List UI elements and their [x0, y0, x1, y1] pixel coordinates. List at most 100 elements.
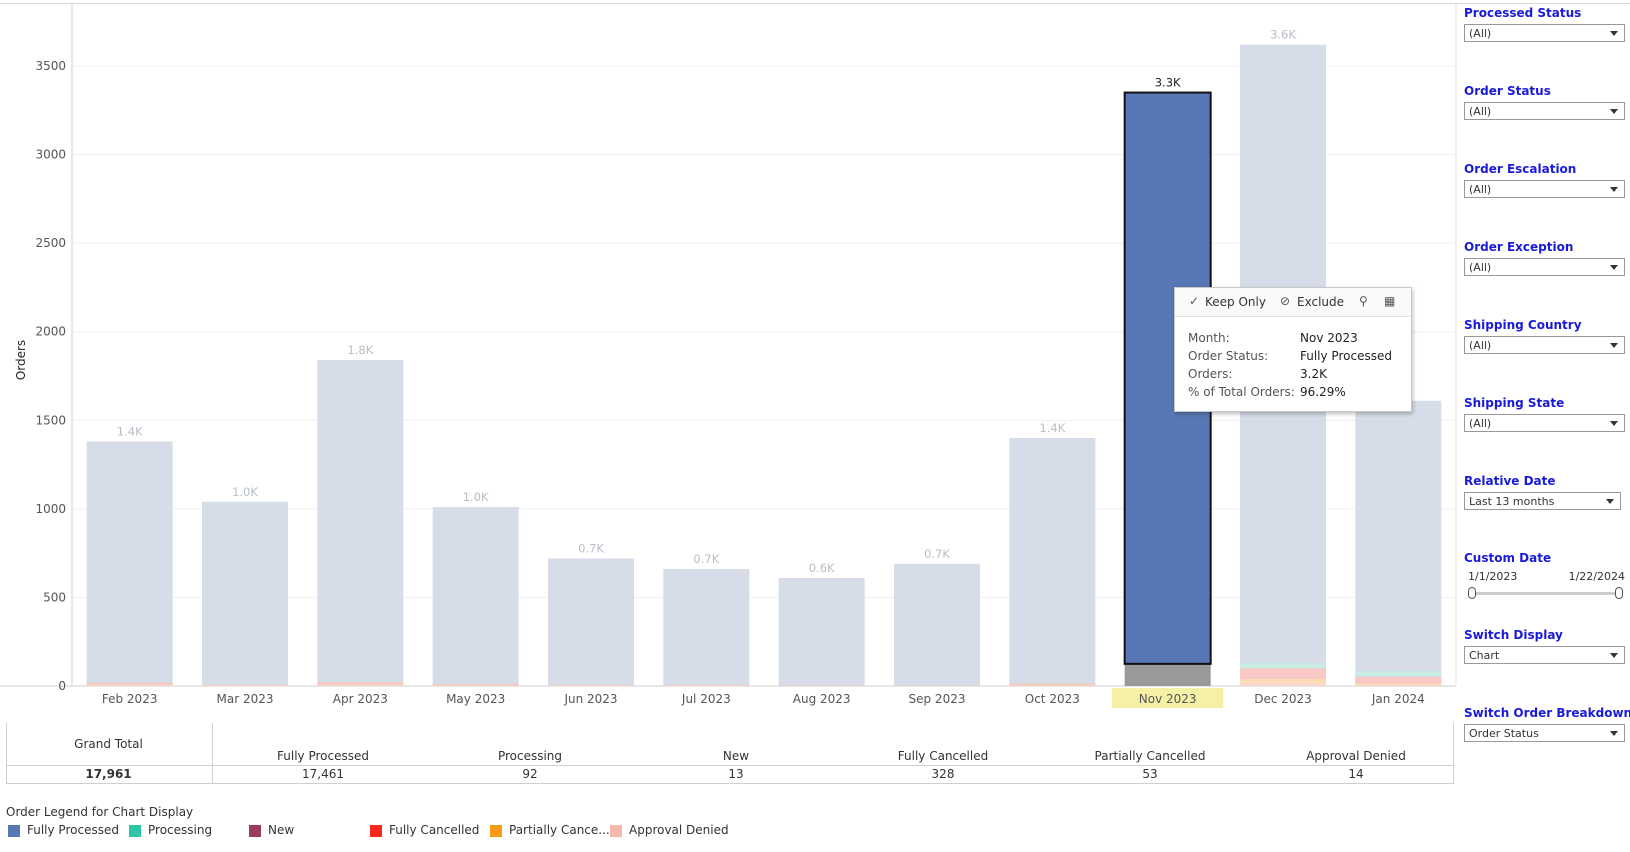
- filter-shipping-state: Shipping State (All): [1464, 396, 1630, 432]
- custom-date-min: 1/1/2023: [1468, 570, 1518, 583]
- bar-segment-fully-cancelled[interactable]: [894, 685, 980, 686]
- bar-segment-fully-cancelled[interactable]: [663, 684, 750, 686]
- filter-order-status: Order Status (All): [1464, 84, 1630, 120]
- bar-segment-processing[interactable]: [1009, 682, 1096, 684]
- select-value: (All): [1469, 27, 1492, 40]
- bar-oct-2023[interactable]: [1009, 438, 1096, 686]
- bar-segment-fully-cancelled[interactable]: [1009, 683, 1096, 686]
- bar-total-label: 1.8K: [347, 343, 373, 357]
- summary-value-new: 13: [728, 767, 744, 781]
- bar-total-label: 1.4K: [1039, 421, 1065, 435]
- exclude-button[interactable]: Exclude: [1297, 295, 1345, 309]
- bar-segment-partially-cancelled[interactable]: [1240, 679, 1326, 684]
- shipping-state-select[interactable]: (All): [1464, 414, 1625, 432]
- bar-feb-2023[interactable]: [86, 441, 173, 686]
- switch-order-breakdown-select[interactable]: Order Status: [1464, 724, 1625, 742]
- bar-segment-processing[interactable]: [1240, 662, 1326, 669]
- caret-down-icon: [1610, 731, 1618, 736]
- bar-aug-2023[interactable]: [778, 577, 865, 686]
- select-value: Last 13 months: [1469, 495, 1555, 508]
- relative-date-select[interactable]: Last 13 months: [1464, 492, 1621, 510]
- filter-label: Shipping Country: [1464, 318, 1582, 332]
- summary-value-partially-cancelled: 53: [1142, 767, 1158, 781]
- filter-label: Custom Date: [1464, 551, 1552, 565]
- date-slider-max-handle[interactable]: [1615, 587, 1623, 599]
- filter-label: Switch Display: [1464, 628, 1563, 642]
- order-escalation-select[interactable]: (All): [1464, 180, 1625, 198]
- bar-segment-fully-cancelled[interactable]: [1240, 668, 1326, 680]
- x-tick-label: Oct 2023: [1025, 692, 1080, 706]
- bar-segment-approval-denied[interactable]: [1355, 685, 1442, 686]
- summary-value-fully-cancelled: 328: [931, 767, 955, 781]
- bar-total-label: 1.0K: [463, 490, 489, 504]
- select-value: Chart: [1469, 649, 1500, 662]
- bar-apr-2023[interactable]: [317, 360, 404, 686]
- bar-segment-partially-cancelled[interactable]: [317, 684, 404, 686]
- x-tick-label: Nov 2023: [1139, 692, 1197, 706]
- bar-may-2023[interactable]: [432, 507, 519, 686]
- orders-bar-chart: 0 500 1000 1500 2000 2500 3000 3500 Feb 2023 Mar…: [0, 4, 1457, 708]
- tooltip-key: Order Status:: [1188, 349, 1269, 363]
- x-axis-ticks: Feb 2023 Mar 2023 Apr 2023 May 2023 Jun 2023…: [102, 688, 1425, 708]
- processed-status-select[interactable]: (All): [1464, 24, 1625, 42]
- bar-jul-2023[interactable]: [663, 569, 750, 686]
- bar-jun-2023[interactable]: [548, 558, 634, 686]
- date-slider-min-handle[interactable]: [1468, 587, 1476, 599]
- bar-segment-fully-cancelled[interactable]: [1355, 676, 1442, 684]
- bar-total-label: 0.7K: [924, 547, 950, 561]
- bar-segment-fully-cancelled[interactable]: [202, 684, 288, 686]
- check-icon: ✓: [1189, 294, 1200, 308]
- order-status-select[interactable]: (All): [1464, 102, 1625, 120]
- shipping-country-select[interactable]: (All): [1464, 336, 1625, 354]
- summary-header-partially-cancelled: Partially Cancelled: [1094, 749, 1206, 763]
- bar-segment-processing[interactable]: [317, 680, 404, 682]
- bars: [86, 44, 1442, 686]
- legend-swatch: [249, 825, 261, 837]
- bar-segment-fully-cancelled[interactable]: [432, 683, 519, 686]
- group-members-icon[interactable]: ⚲: [1359, 294, 1368, 308]
- bar-segment-fully-cancelled[interactable]: [317, 681, 404, 685]
- bar-total-label: 1.0K: [232, 485, 258, 499]
- legend-swatch: [8, 825, 20, 837]
- bar-mar-2023[interactable]: [202, 501, 288, 686]
- tooltip-actions: ✓ Keep Only ⊘ Exclude ⚲ ▦: [1175, 288, 1411, 317]
- bar-segment-approval-denied[interactable]: [317, 685, 404, 686]
- date-slider-track[interactable]: [1472, 592, 1620, 595]
- keep-only-button[interactable]: Keep Only: [1205, 295, 1266, 309]
- bar-jan-2024[interactable]: [1355, 400, 1442, 686]
- order-exception-select[interactable]: (All): [1464, 258, 1625, 276]
- bar-segment-fully-cancelled[interactable]: [778, 685, 865, 686]
- gridlines: [0, 4, 1457, 687]
- summary-header-new: New: [722, 749, 750, 763]
- bar-segment-processing[interactable]: [86, 681, 173, 683]
- bar-segment-fully-cancelled[interactable]: [86, 682, 173, 685]
- view-data-icon[interactable]: ▦: [1384, 294, 1395, 308]
- grand-total-value: 17,961: [85, 767, 132, 781]
- filter-shipping-country: Shipping Country (All): [1464, 318, 1630, 354]
- select-value: (All): [1469, 417, 1492, 430]
- select-value: (All): [1469, 261, 1492, 274]
- x-tick-label: Feb 2023: [102, 692, 158, 706]
- filter-label: Relative Date: [1464, 474, 1556, 488]
- switch-display-select[interactable]: Chart: [1464, 646, 1625, 664]
- filter-label: Processed Status: [1464, 6, 1582, 20]
- tooltip-value: 96.29%: [1300, 385, 1346, 399]
- grand-total-label: Grand Total: [74, 737, 143, 751]
- bar-segment-fully-cancelled[interactable]: [548, 684, 634, 686]
- filter-label: Switch Order Breakdown: [1464, 706, 1630, 720]
- bar-segment-partially-cancelled[interactable]: [86, 684, 173, 686]
- bar-segment-approval-denied[interactable]: [86, 685, 173, 686]
- custom-date-max: 1/22/2024: [1568, 570, 1625, 583]
- bar-segment-other-statuses[interactable]: [1124, 663, 1211, 686]
- summary-right-border: [1453, 723, 1454, 783]
- bar-segment-processing[interactable]: [1355, 671, 1442, 677]
- x-tick-label: May 2023: [446, 692, 505, 706]
- bar-segment-partially-cancelled[interactable]: [1009, 685, 1096, 686]
- legend-swatch: [129, 825, 141, 837]
- legend-label: Fully Processed: [27, 823, 119, 837]
- summary-divider: [6, 765, 1454, 766]
- bar-segment-approval-denied[interactable]: [1240, 683, 1326, 686]
- bar-segment-partially-cancelled[interactable]: [1355, 683, 1442, 686]
- x-tick-label: Apr 2023: [333, 692, 388, 706]
- bar-sep-2023[interactable]: [894, 563, 980, 686]
